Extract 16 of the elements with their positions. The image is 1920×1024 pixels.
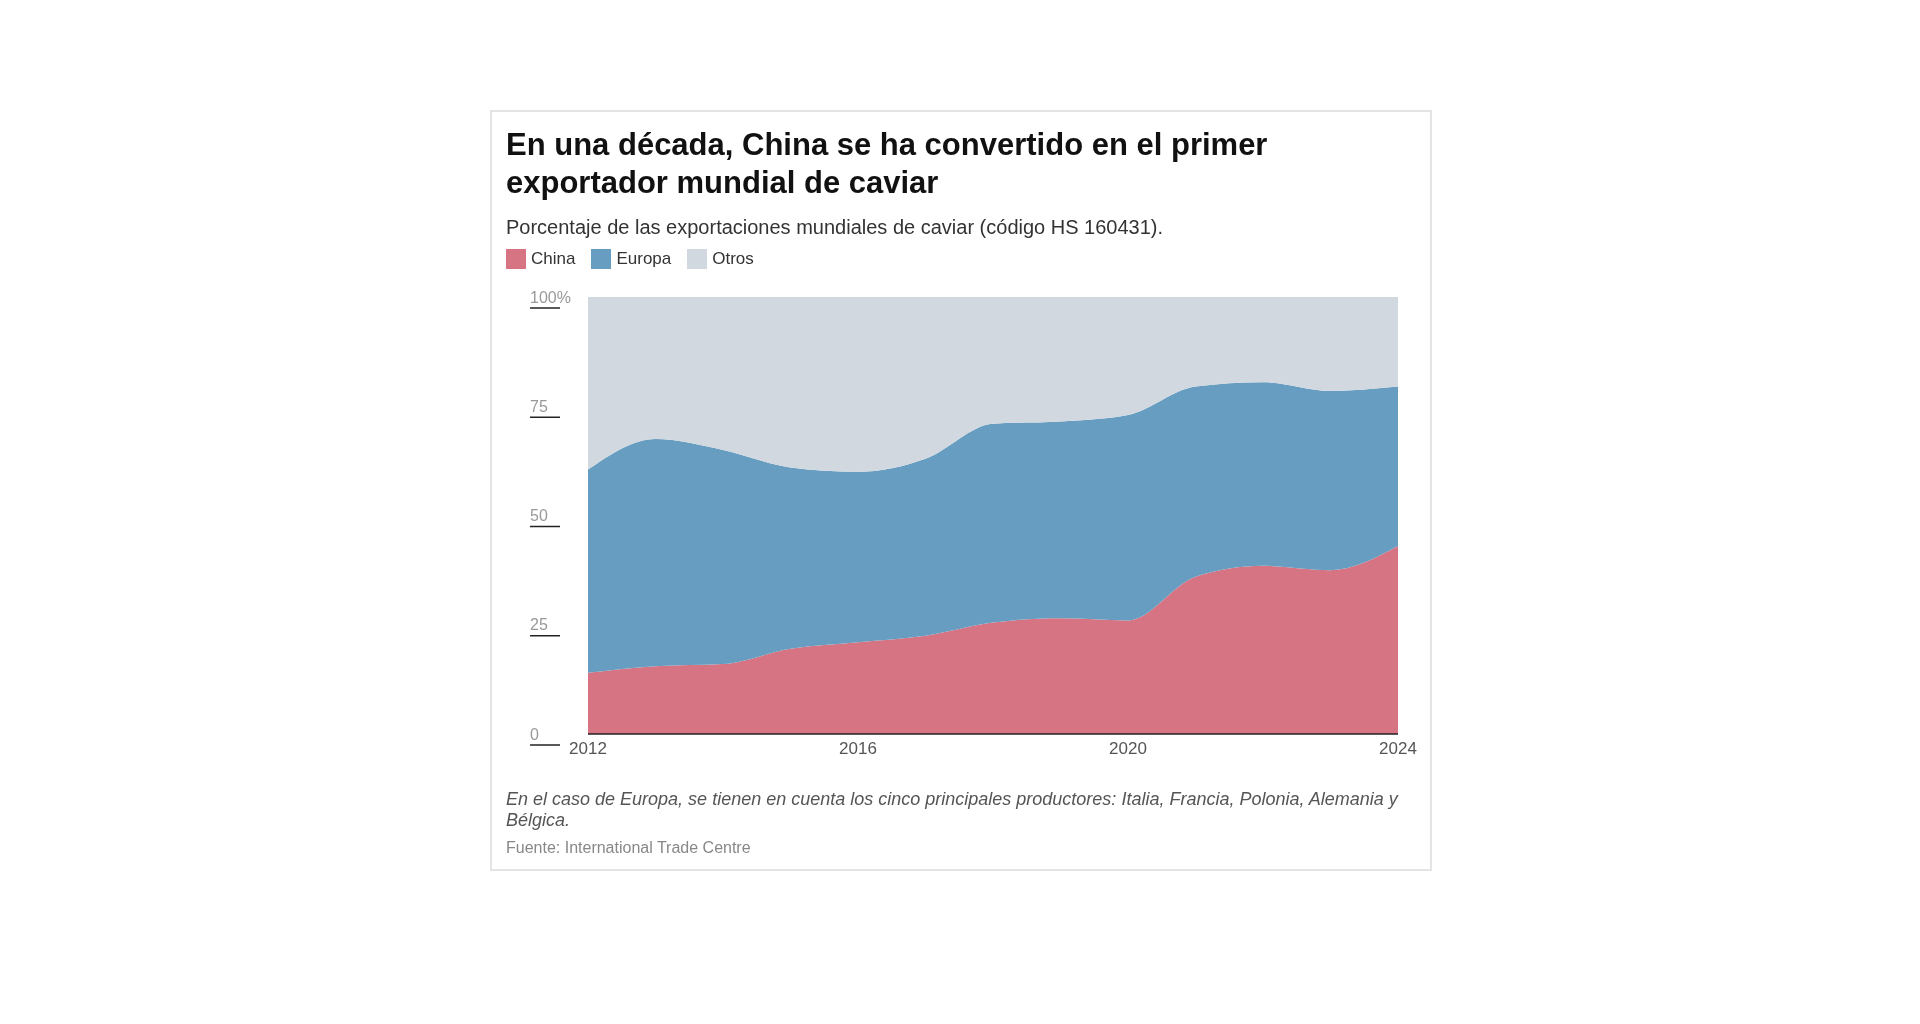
x-tick-label: 2012	[569, 739, 607, 759]
x-tick-label: 2020	[1109, 739, 1147, 759]
legend-label: Otros	[712, 249, 754, 269]
y-tick-label: 50	[530, 507, 548, 524]
y-tick-label: 0	[530, 725, 539, 743]
y-tick-label: 100%	[530, 288, 571, 306]
chart-subtitle: Porcentaje de las exportaciones mundiales de caviar (código HS 160431).	[506, 216, 1165, 239]
x-tick-label: 2024	[1379, 739, 1417, 759]
legend-label: Europa	[616, 249, 672, 269]
x-tick-label: 2016	[839, 739, 877, 759]
y-tick-label: 75	[530, 397, 548, 415]
text: En el caso de Europa, se tienen en cuenta los cinco principales productores: Italia, Francia, Polonia, Alemania y Bélgica.	[506, 789, 1400, 831]
legend-label: China	[531, 249, 576, 269]
y-tick-label: 25	[530, 616, 548, 634]
chart-title: En una década, China se ha convertido en el primer exportador mundial de caviar	[506, 126, 1269, 202]
source-note: Fuente: International Trade Centre	[506, 839, 752, 857]
